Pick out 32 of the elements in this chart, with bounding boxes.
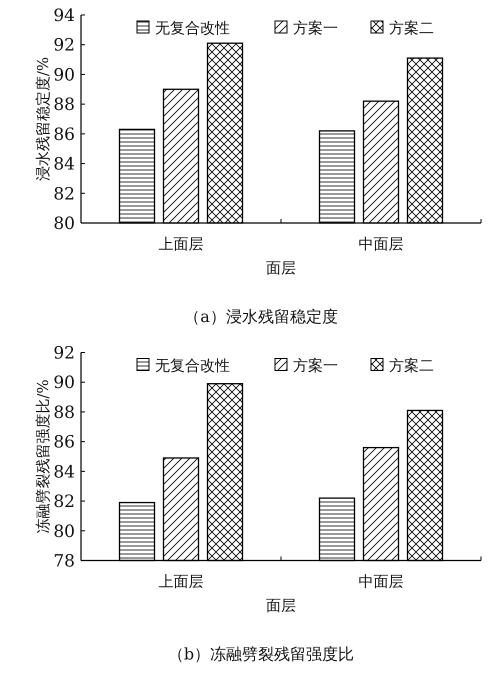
y-tick-label: 86: [53, 432, 75, 453]
y-tick-label: 88: [53, 95, 75, 116]
legend-label: 无复合改性: [155, 19, 230, 37]
y-tick-label: 84: [53, 154, 75, 175]
legend-label: 方案一: [293, 19, 338, 37]
y-axis-title: 浸水残留稳定度/%: [34, 56, 52, 182]
x-tick-label: 中面层: [358, 572, 404, 590]
y-tick-label: 92: [53, 344, 75, 364]
x-tick-label: 上面层: [158, 235, 204, 253]
x-tick-label: 中面层: [358, 235, 404, 253]
y-tick-label: 90: [53, 373, 75, 394]
legend-label: 方案一: [293, 356, 338, 374]
y-tick-label: 80: [53, 214, 75, 234]
text: （a）浸水残留稳定度: [184, 307, 338, 326]
y-tick-label: 84: [53, 462, 75, 482]
x-axis-title: 面层: [266, 596, 296, 614]
x-axis-title: 面层: [266, 259, 296, 277]
y-tick-label: 86: [53, 124, 75, 145]
y-tick-label: 94: [53, 6, 75, 26]
y-tick-label: 92: [53, 36, 75, 56]
y-tick-label: 82: [53, 492, 75, 512]
y-tick-label: 78: [53, 552, 75, 572]
y-axis-title: 冻融劈裂残留强度比/%: [34, 379, 52, 534]
legend-label: 方案二: [389, 356, 434, 374]
y-tick-label: 88: [53, 402, 75, 423]
y-tick-label: 80: [53, 522, 75, 542]
y-tick-label: 90: [53, 65, 75, 86]
x-tick-label: 上面层: [158, 572, 204, 590]
legend-label: 无复合改性: [155, 356, 230, 374]
legend-label: 方案二: [389, 19, 434, 37]
y-tick-label: 82: [53, 184, 75, 204]
text: （b）冻融劈裂残留强度比: [168, 644, 354, 664]
